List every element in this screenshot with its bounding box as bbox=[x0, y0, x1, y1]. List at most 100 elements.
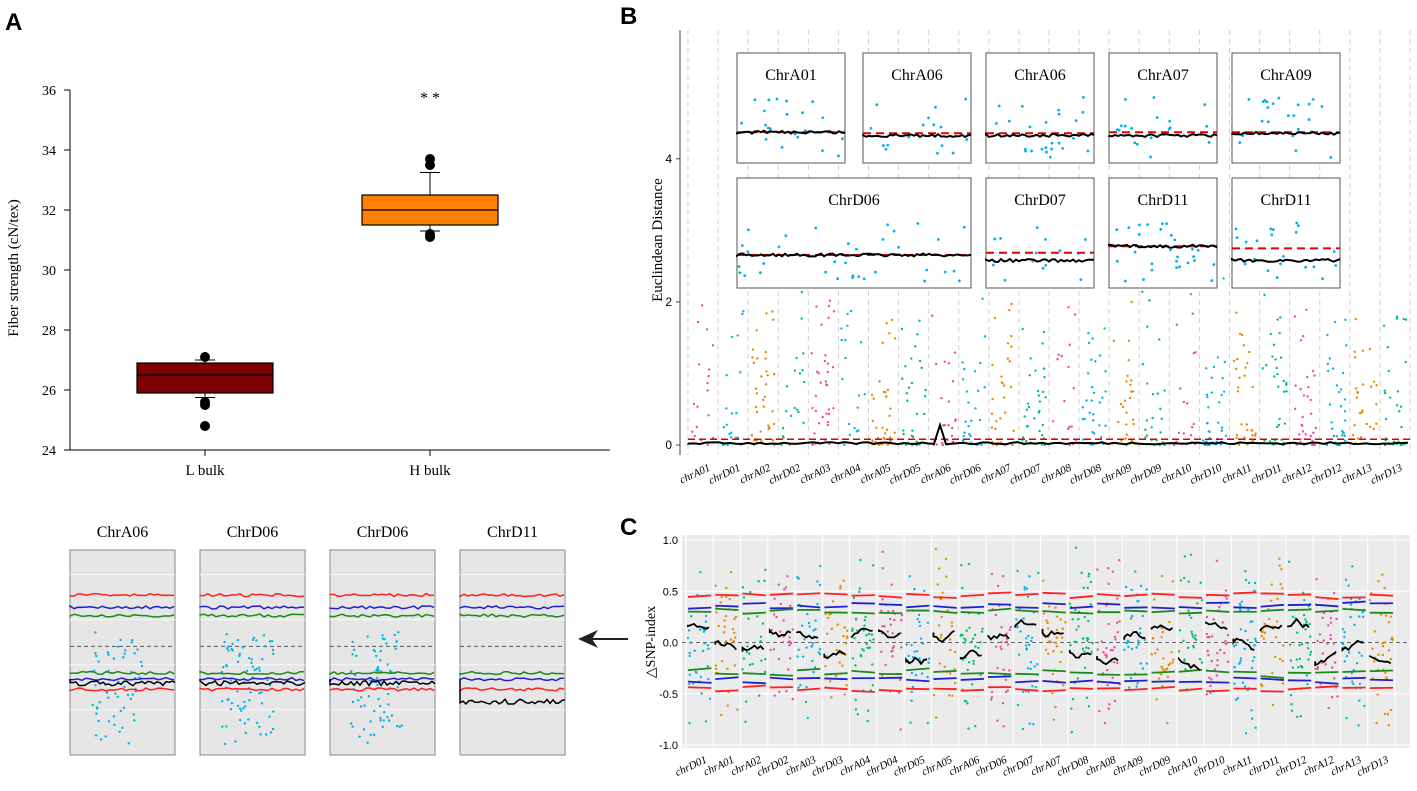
zoom-point bbox=[225, 725, 228, 728]
b-point bbox=[886, 443, 890, 447]
b-point bbox=[1375, 403, 1378, 406]
c-point bbox=[1102, 651, 1105, 654]
c-point bbox=[1161, 667, 1165, 671]
c-point bbox=[1206, 635, 1209, 639]
zoom-point bbox=[241, 646, 244, 649]
c-point bbox=[1241, 681, 1245, 684]
c-point bbox=[1113, 699, 1117, 703]
b-inset-point bbox=[1275, 276, 1279, 279]
zoom-frame bbox=[459, 549, 566, 756]
b-point bbox=[827, 304, 831, 308]
b-inset-point bbox=[740, 121, 743, 125]
c-point bbox=[779, 630, 782, 633]
b-inset-point bbox=[821, 116, 825, 120]
zoom-point bbox=[94, 684, 97, 687]
c-point bbox=[1106, 668, 1109, 672]
b-point bbox=[765, 370, 768, 373]
b-inset-point bbox=[1044, 146, 1048, 150]
c-point bbox=[974, 645, 977, 648]
zoom-point bbox=[106, 651, 110, 654]
b-point bbox=[1006, 342, 1010, 345]
c-point bbox=[1389, 708, 1393, 712]
c-point bbox=[1306, 683, 1309, 686]
zoom-point bbox=[98, 701, 101, 704]
c-point bbox=[1023, 588, 1026, 591]
b-point bbox=[1179, 387, 1182, 390]
zoom-point bbox=[104, 735, 107, 738]
c-point bbox=[1215, 559, 1219, 563]
c-point bbox=[803, 638, 806, 641]
c-point bbox=[1251, 659, 1255, 663]
b-inset-point bbox=[1152, 96, 1156, 99]
c-point bbox=[1357, 724, 1360, 727]
b-inset-point bbox=[764, 138, 768, 141]
zoom-point bbox=[97, 719, 100, 723]
c-point bbox=[1051, 672, 1054, 676]
c-point bbox=[1233, 665, 1236, 669]
b-point bbox=[1081, 438, 1085, 441]
b-inset: ChrD11 bbox=[1108, 177, 1218, 289]
c-point bbox=[734, 615, 738, 619]
zoom-point bbox=[376, 676, 379, 680]
b-point bbox=[1034, 369, 1037, 372]
c-point bbox=[1375, 721, 1378, 725]
b-point bbox=[802, 352, 805, 355]
b-inset-point bbox=[1266, 269, 1270, 273]
b-point bbox=[1272, 343, 1276, 347]
zoom-point bbox=[138, 676, 141, 679]
zoom-point bbox=[94, 652, 97, 655]
b-inset-point bbox=[1150, 268, 1154, 272]
zoom-point bbox=[223, 742, 227, 746]
c-point bbox=[802, 655, 805, 658]
c-point bbox=[1105, 655, 1108, 659]
c-ytick-label: -1.0 bbox=[659, 740, 678, 752]
c-point bbox=[890, 583, 893, 586]
c-point bbox=[953, 650, 957, 654]
b-inset-point bbox=[1155, 116, 1159, 119]
b-xtick-label: chrA05 bbox=[858, 462, 893, 487]
b-inset-frame bbox=[736, 177, 972, 289]
b-inset-point bbox=[1072, 136, 1075, 140]
zoom-point bbox=[263, 645, 267, 648]
b-xtick-label: chrA03 bbox=[798, 462, 833, 487]
panel-label-c: C bbox=[620, 514, 637, 541]
b-inset-frame bbox=[862, 52, 972, 164]
b-point bbox=[1247, 350, 1251, 354]
c-point bbox=[1085, 646, 1088, 649]
c-point bbox=[1216, 664, 1219, 667]
panel-c-plot-area bbox=[682, 535, 1410, 748]
b-inset-point bbox=[1277, 96, 1281, 100]
c-point bbox=[688, 673, 691, 676]
zoom-point bbox=[245, 669, 249, 673]
zoom-threshold-line bbox=[329, 687, 435, 692]
b-point bbox=[877, 443, 881, 447]
b-xtick-label: chrD09 bbox=[1128, 462, 1164, 487]
c-point bbox=[814, 628, 817, 631]
zoom-threshold-line bbox=[199, 676, 305, 682]
b-inset-point bbox=[1169, 233, 1173, 237]
c-point bbox=[1384, 641, 1387, 644]
c-point bbox=[1244, 629, 1247, 633]
c-point bbox=[1006, 643, 1010, 646]
b-inset: ChrA01 bbox=[736, 52, 846, 164]
c-point bbox=[1235, 698, 1238, 702]
c-point bbox=[1309, 650, 1313, 654]
c-point bbox=[1074, 546, 1078, 549]
b-point bbox=[1025, 408, 1029, 411]
zoom-title: ChrD06 bbox=[357, 524, 409, 541]
b-point bbox=[800, 291, 804, 294]
c-point bbox=[851, 629, 854, 633]
c-point bbox=[1244, 732, 1248, 735]
b-point bbox=[848, 433, 852, 437]
b-point bbox=[811, 443, 814, 447]
c-ytick-label: 1.0 bbox=[663, 535, 678, 547]
zoom-point bbox=[229, 679, 232, 682]
b-point bbox=[1126, 374, 1129, 378]
c-point bbox=[1384, 614, 1388, 617]
b-point bbox=[762, 405, 765, 408]
b-inset-frame bbox=[985, 177, 1095, 289]
zoom-point bbox=[362, 728, 366, 731]
c-point bbox=[996, 666, 999, 670]
b-point bbox=[1220, 393, 1223, 397]
b-point bbox=[950, 434, 954, 438]
